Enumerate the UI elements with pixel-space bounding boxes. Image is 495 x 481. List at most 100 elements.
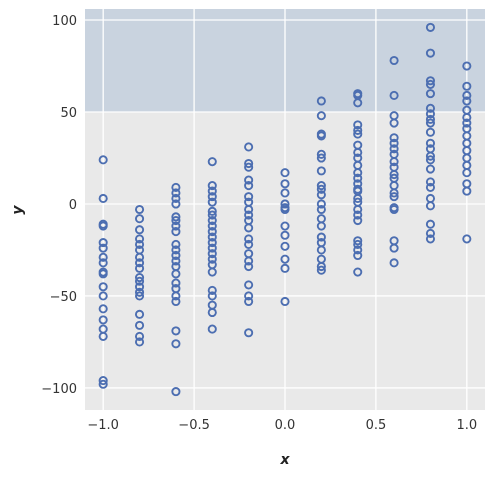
data-point <box>98 379 108 389</box>
data-point <box>353 193 363 204</box>
y-tick-label: 0 <box>69 198 77 213</box>
data-point <box>171 182 181 192</box>
data-point <box>134 291 145 301</box>
data-point <box>171 256 181 266</box>
data-point <box>134 234 145 244</box>
data-point <box>244 181 254 191</box>
data-point <box>353 215 363 226</box>
data-point <box>316 261 326 272</box>
data-point <box>462 81 472 91</box>
data-point <box>207 232 217 242</box>
data-point <box>207 324 217 334</box>
data-point <box>134 239 145 249</box>
data-point <box>425 151 436 161</box>
data-point <box>425 48 436 58</box>
data-point <box>171 387 181 397</box>
x-tick-label: 0.5 <box>366 418 387 433</box>
data-point <box>244 192 254 202</box>
data-point <box>462 61 472 71</box>
y-axis-label: y <box>10 205 26 215</box>
data-point <box>207 181 217 191</box>
data-point <box>171 221 181 231</box>
data-point <box>171 193 181 204</box>
data-point <box>207 291 217 301</box>
data-point <box>353 168 363 178</box>
data-point <box>134 320 145 330</box>
y-tick-label: 100 <box>52 14 77 29</box>
data-point <box>316 204 326 215</box>
data-point <box>207 307 217 318</box>
data-point <box>316 149 326 159</box>
data-point <box>207 157 217 167</box>
data-point <box>425 201 436 211</box>
data-point <box>207 238 217 248</box>
data-point <box>389 144 399 154</box>
data-point <box>171 278 181 288</box>
x-tick-label: −0.5 <box>178 418 210 433</box>
data-point <box>353 250 363 261</box>
data-point <box>353 236 363 246</box>
data-point <box>280 254 290 264</box>
data-point <box>98 282 108 292</box>
data-point <box>244 223 254 233</box>
data-point <box>389 157 399 167</box>
data-point <box>244 256 254 266</box>
data-point <box>207 192 217 202</box>
data-point <box>425 109 436 119</box>
data-point <box>134 282 145 292</box>
data-point <box>171 245 181 255</box>
data-point <box>280 179 290 189</box>
data-point <box>207 285 217 295</box>
data-point <box>171 250 181 261</box>
data-point <box>389 138 399 148</box>
data-points <box>98 22 472 397</box>
data-point <box>425 234 436 244</box>
data-point <box>244 328 254 338</box>
data-point <box>353 267 363 277</box>
data-point <box>244 261 254 272</box>
data-point <box>389 133 399 143</box>
data-point <box>134 204 145 215</box>
data-point <box>134 331 145 341</box>
data-point <box>98 331 108 341</box>
data-point <box>134 258 145 268</box>
data-point <box>207 210 217 220</box>
data-point <box>425 182 436 192</box>
data-point <box>389 258 399 268</box>
data-point <box>244 210 254 220</box>
data-point <box>207 197 217 207</box>
data-point <box>98 291 108 301</box>
data-point <box>171 291 181 301</box>
data-point <box>98 155 108 165</box>
data-point <box>316 96 326 106</box>
data-point <box>280 199 290 209</box>
data-point <box>98 315 108 325</box>
x-axis-label: x <box>279 452 290 468</box>
data-point <box>207 227 217 237</box>
data-point <box>316 153 326 163</box>
data-point <box>316 190 326 200</box>
data-point <box>316 181 326 191</box>
data-point <box>425 155 436 165</box>
y-tick-labels: −100 −50 0 50 100 <box>41 14 77 397</box>
data-point <box>280 204 290 215</box>
data-point <box>425 177 436 187</box>
data-point <box>462 96 472 106</box>
data-point <box>171 326 181 336</box>
y-tick-label: 50 <box>60 106 77 121</box>
data-point <box>389 118 399 128</box>
data-point <box>207 249 217 259</box>
data-point <box>316 184 326 194</box>
data-point <box>98 269 108 279</box>
data-point <box>462 112 472 123</box>
data-point <box>353 147 363 158</box>
data-point <box>425 228 436 238</box>
data-point <box>353 98 363 108</box>
data-point <box>207 267 217 277</box>
data-point <box>353 204 363 215</box>
data-point <box>171 269 181 279</box>
y-tick-label: −50 <box>50 290 77 305</box>
data-point <box>280 188 290 198</box>
